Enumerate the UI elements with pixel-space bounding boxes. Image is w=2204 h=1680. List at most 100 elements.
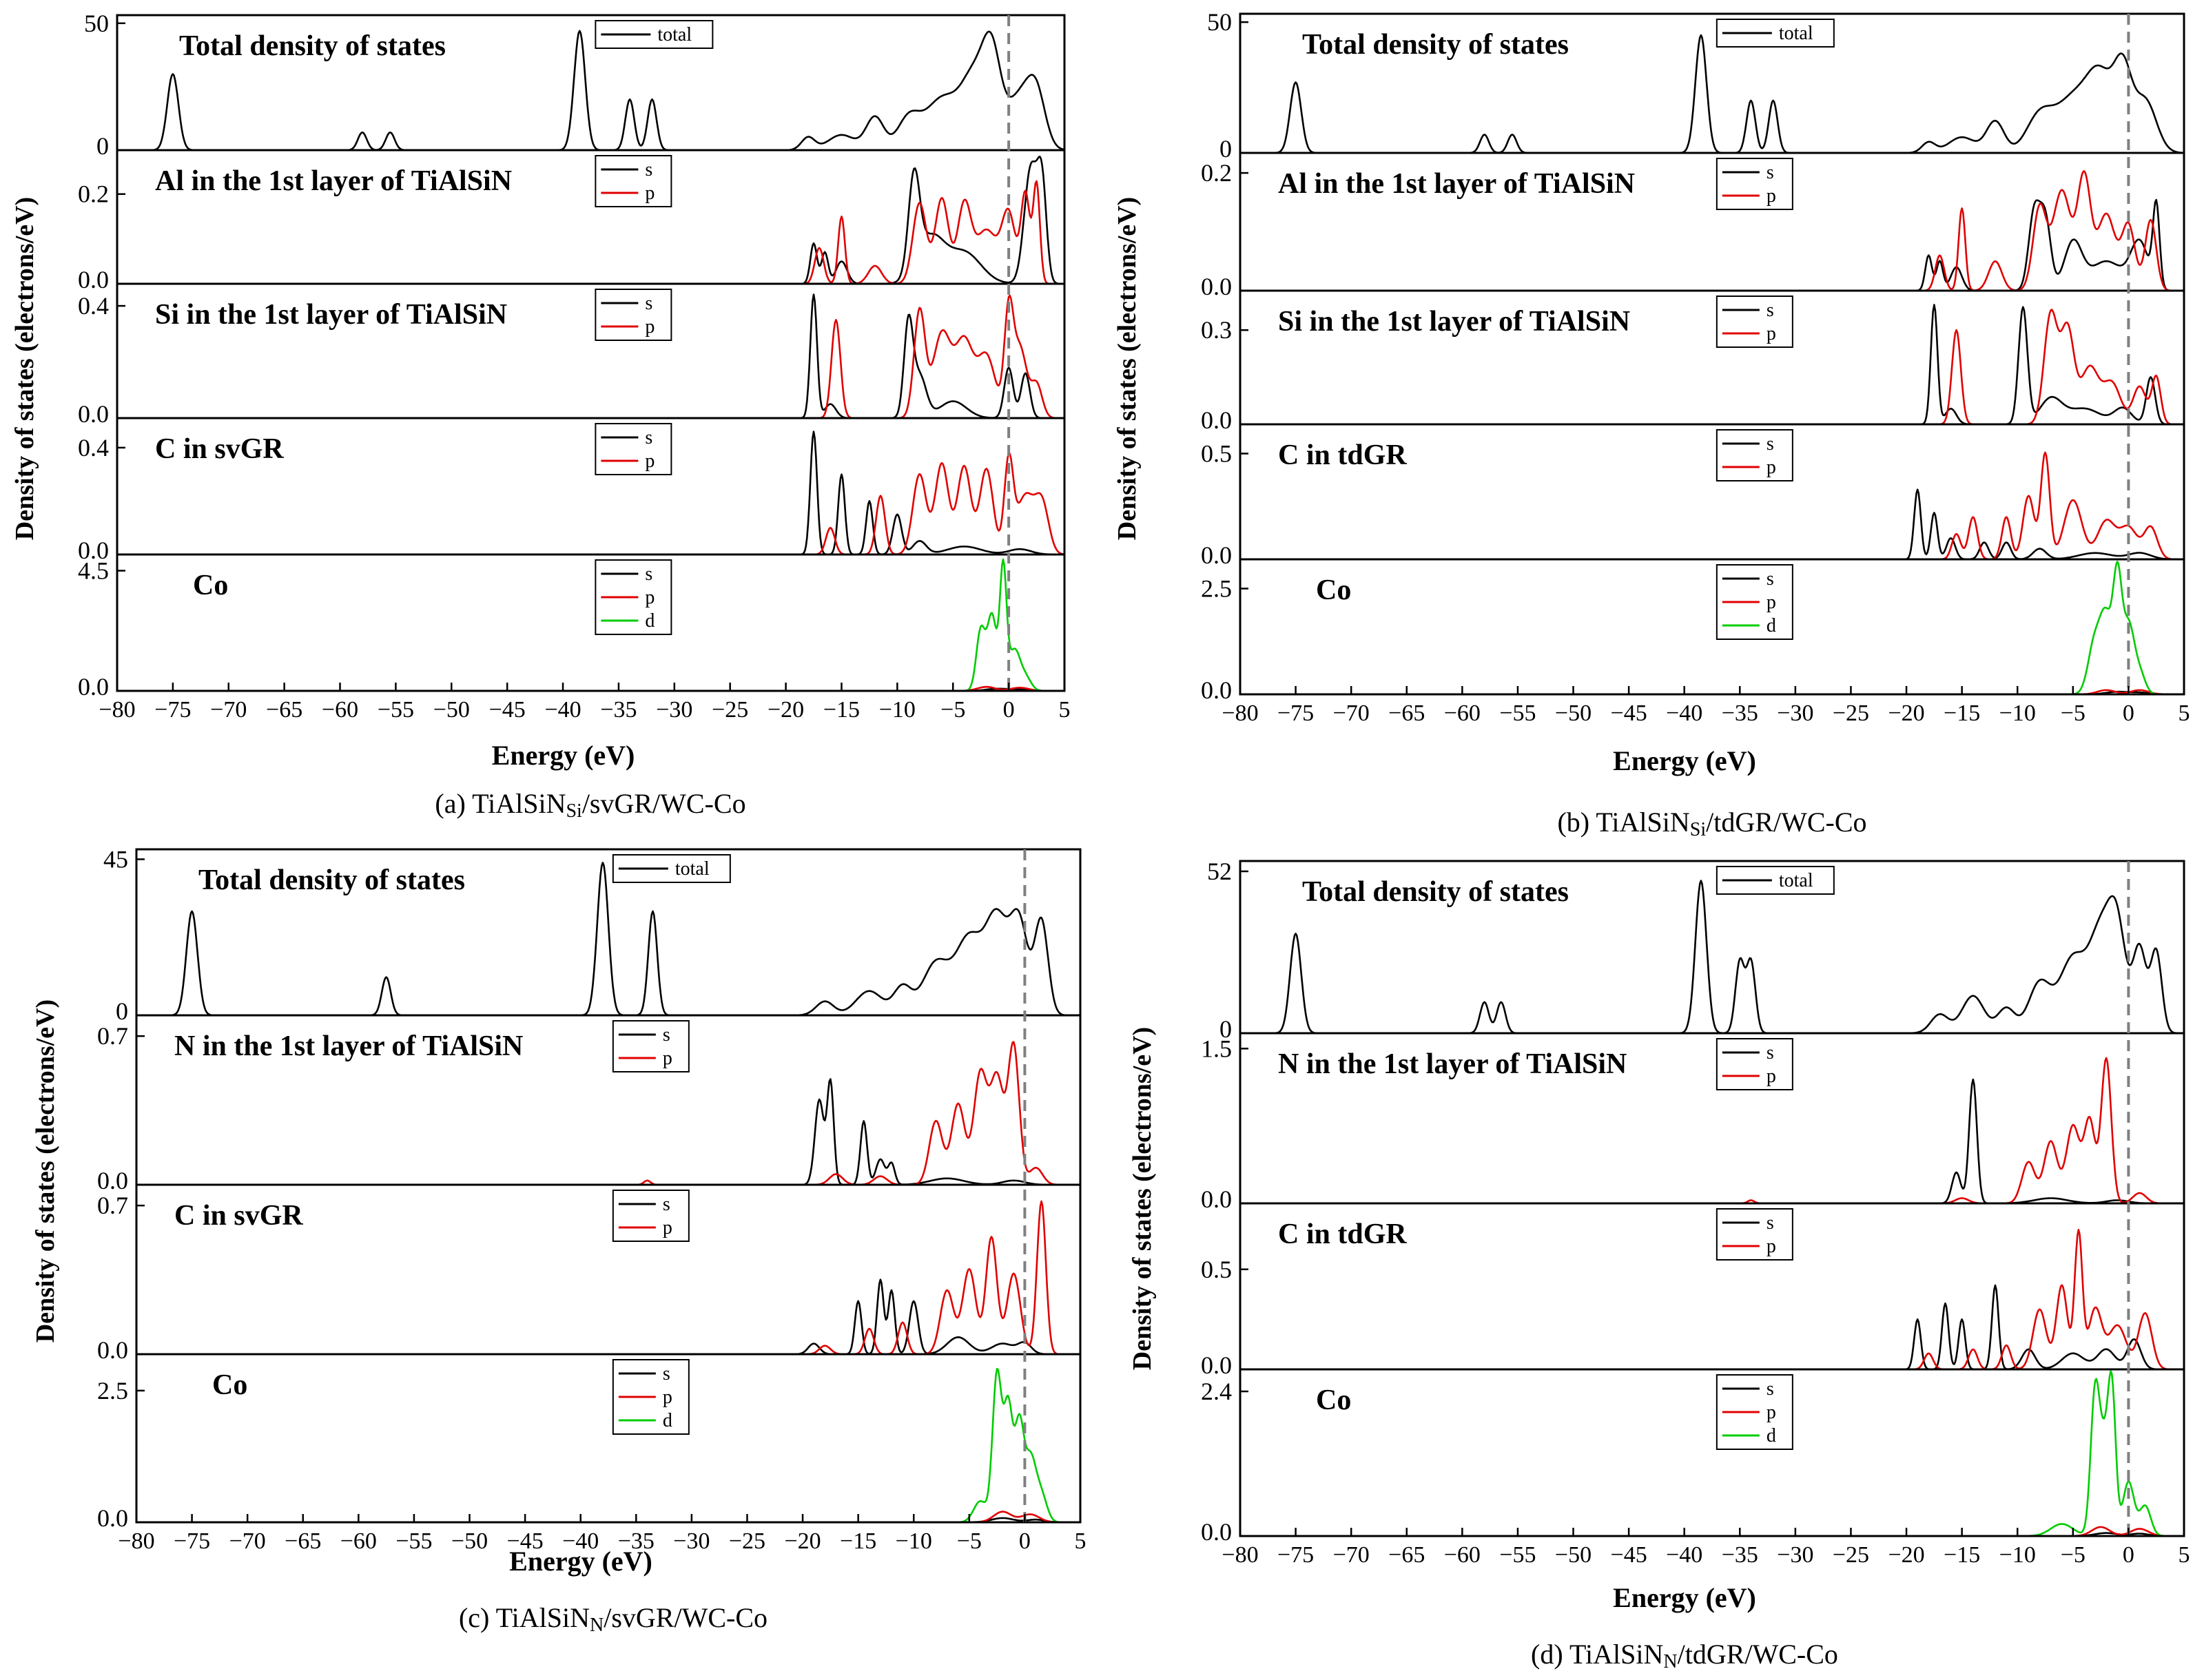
legend-label: s (645, 293, 652, 314)
ytick-label: 0 (96, 132, 109, 160)
xtick-label: −55 (1499, 1542, 1536, 1568)
subplot-1: 50 0 Total density of states total (1207, 8, 2184, 163)
xtick-label: −5 (2061, 1542, 2085, 1568)
subplot-title: Al in the 1st layer of TiAlSiN (155, 165, 512, 197)
legend-label: p (663, 1048, 672, 1069)
xtick-label: −40 (562, 1528, 599, 1554)
xtick-label: −20 (768, 697, 804, 723)
xtick-label: −65 (1388, 1542, 1425, 1568)
legend-label: p (663, 1217, 672, 1238)
xtick-label: −65 (285, 1528, 321, 1554)
xtick-label: −25 (1833, 701, 1869, 726)
legend: sp (1716, 295, 1793, 348)
dos-curve-d (117, 558, 1064, 692)
legend-label: p (1767, 1066, 1776, 1087)
subplot-2: 1.5 0.0 N in the 1st layer of TiAlSiN sp (1201, 1035, 2184, 1213)
plot-frame (1239, 860, 2185, 1537)
xtick-label: −10 (1999, 1542, 2036, 1568)
xtick-label: −10 (896, 1528, 932, 1554)
legend-label: p (1767, 457, 1776, 478)
subplot-title: Co (193, 570, 228, 601)
subplot-2: 0.7 0.0 N in the 1st layer of TiAlSiN sp (97, 1020, 1080, 1194)
subplot-2: 0.2 0.0 Al in the 1st layer of TiAlSiN sp (1201, 158, 2184, 300)
ytick-label: 0.0 (1201, 676, 1232, 704)
xtick-label: −50 (451, 1528, 488, 1554)
xtick-label: −35 (618, 1528, 655, 1554)
legend-label: p (645, 183, 655, 204)
xtick-label: −25 (1833, 1542, 1869, 1568)
xtick-label: −80 (99, 697, 135, 723)
legend: sp (1716, 158, 1793, 210)
legend-label: total (657, 24, 692, 45)
ytick-label: 0.0 (1201, 1351, 1232, 1379)
subplot-title: N in the 1st layer of TiAlSiN (1278, 1048, 1627, 1080)
xtick-label: −40 (544, 697, 581, 723)
ytick-label: 0.0 (78, 266, 109, 293)
subplot-5: 4.5 0.0 Co spd (78, 557, 1064, 701)
xtick-label: −15 (840, 1528, 876, 1554)
xtick-label: −65 (1388, 701, 1425, 726)
y-axis-title: Density of states (electrons/eV) (31, 999, 60, 1342)
legend: sp (612, 1020, 690, 1072)
x-axis-title: Energy (eV) (1613, 745, 1756, 776)
xtick-label: −35 (1722, 701, 1758, 726)
xtick-label: −25 (712, 697, 748, 723)
legend-label: p (645, 587, 655, 608)
dos-curve-s (1240, 1284, 2184, 1371)
y-axis-title: Density of states (electrons/eV) (10, 197, 39, 540)
legend-label: p (1767, 323, 1776, 344)
legend: total (595, 20, 714, 49)
xtick-label: −10 (1999, 701, 2036, 726)
legend: sp (1716, 1208, 1793, 1261)
legend: spd (1716, 1374, 1793, 1450)
legend-label: p (663, 1387, 672, 1408)
xtick-label: −30 (673, 1528, 710, 1554)
legend: total (1716, 19, 1835, 48)
legend-box (1716, 158, 1793, 210)
subplot-1: 52 0 Total density of states total (1207, 858, 2184, 1043)
xtick-label: −40 (1666, 701, 1702, 726)
subplot-4: 2.5 0.0 Co spd (97, 1359, 1080, 1532)
subplot-3: 0.7 0.0 C in svGR sp (97, 1190, 1080, 1364)
subplot-1: 50 0 Total density of states total (84, 10, 1065, 160)
dos-curve-p (1240, 1526, 2184, 1537)
ytick-label: 50 (84, 10, 109, 37)
legend-label: p (1767, 592, 1776, 613)
ytick-label: 0.4 (78, 292, 109, 320)
legend-label: p (1767, 1402, 1776, 1423)
xtick-label: 5 (2179, 1542, 2190, 1568)
panel-caption: (a) TiAlSiNSi/svGR/WC-Co (435, 788, 745, 822)
legend: sp (612, 1190, 690, 1242)
legend-label: p (645, 316, 655, 338)
subplot-title: C in svGR (174, 1200, 303, 1232)
xtick-label: 5 (1075, 1528, 1086, 1554)
dos-curve-s (1240, 488, 2184, 561)
xtick-label: −75 (1277, 701, 1314, 726)
xtick-label: −15 (823, 697, 860, 723)
ytick-label: 2.5 (1201, 574, 1232, 602)
legend-box (1716, 295, 1793, 348)
ytick-label: 0.0 (78, 400, 109, 428)
xtick-label: −45 (507, 1528, 544, 1554)
xtick-label: −50 (433, 697, 470, 723)
legend-label: total (1779, 870, 1813, 891)
legend-label: d (1767, 1425, 1776, 1446)
dos-curve-d (1240, 561, 2184, 696)
subplot-1: 45 0 Total density of states total (103, 845, 1080, 1025)
panel-caption: (c) TiAlSiNN/svGR/WC-Co (459, 1602, 768, 1636)
plot-frame (1239, 12, 2185, 696)
dos-curve-d (136, 1367, 1080, 1524)
legend-label: s (1767, 1378, 1774, 1400)
ytick-label: 0.2 (1201, 159, 1232, 187)
ytick-label: 50 (1207, 8, 1232, 36)
ytick-label: 0.0 (1201, 1518, 1232, 1546)
xtick-label: −70 (229, 1528, 266, 1554)
xtick-label: −45 (489, 697, 526, 723)
subplot-title: C in tdGR (1278, 1218, 1407, 1250)
xtick-label: −50 (1555, 1542, 1592, 1568)
xtick-label: 0 (1003, 697, 1015, 723)
xtick-label: −15 (1944, 701, 1980, 726)
ytick-label: 0.0 (1201, 406, 1232, 434)
